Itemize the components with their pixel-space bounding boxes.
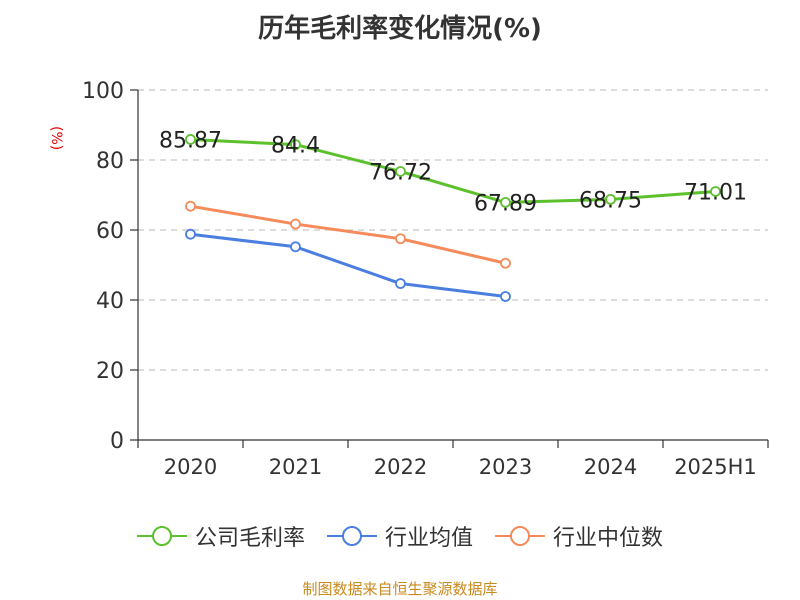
x-tick-label: 2021 xyxy=(269,455,322,479)
legend-item-industry-avg[interactable]: 行业均值 xyxy=(326,520,473,552)
legend-label-industry-median: 行业中位数 xyxy=(553,526,664,551)
data-point-industry-avg xyxy=(395,278,406,289)
data-point-company xyxy=(185,134,196,145)
legend-marker-company-icon xyxy=(136,525,187,547)
data-point-industry-median xyxy=(395,233,406,245)
data-point-industry-median xyxy=(500,257,511,269)
series-line-industry-avg xyxy=(190,232,506,298)
data-point-industry-avg xyxy=(500,291,511,302)
legend-item-company[interactable]: 公司毛利率 xyxy=(136,520,305,552)
x-tick-label: 2025H1 xyxy=(674,455,757,479)
data-point-company xyxy=(290,139,301,151)
x-tick-label: 2020 xyxy=(164,455,217,479)
data-point-industry-median xyxy=(185,200,196,212)
data-label-company: 85.87 xyxy=(159,128,222,153)
legend-marker-industry-median-icon xyxy=(495,525,545,547)
data-label-company: 71.01 xyxy=(684,180,747,205)
legend-item-industry-median[interactable]: 行业中位数 xyxy=(495,520,663,552)
data-point-company xyxy=(500,196,511,208)
x-tick-label: 2022 xyxy=(374,455,427,479)
legend-marker-industry-avg-icon xyxy=(326,525,377,547)
legend-label-company: 公司毛利率 xyxy=(194,526,305,551)
legend-label-industry-avg: 行业均值 xyxy=(384,526,473,551)
y-tick-label: 80 xyxy=(96,149,124,174)
data-point-industry-avg xyxy=(290,241,301,253)
data-label-company: 76.72 xyxy=(369,160,432,185)
data-point-company xyxy=(395,166,406,177)
y-tick-label: 60 xyxy=(96,219,124,244)
data-label-company: 84.4 xyxy=(271,134,320,159)
data-label-company: 68.75 xyxy=(579,188,642,213)
data-source-footer: 制图数据来自恒生聚源数据库 xyxy=(302,580,498,598)
x-tick-label: 2024 xyxy=(584,455,637,479)
x-tick-label: 2023 xyxy=(479,455,532,479)
y-tick-label: 100 xyxy=(82,79,124,104)
chart-legend: 公司毛利率 行业均值 行业中位数 xyxy=(0,520,800,552)
data-point-industry-median xyxy=(290,218,301,230)
series-line-company xyxy=(190,137,716,204)
y-tick-label: 0 xyxy=(110,429,124,454)
y-tick-label: 40 xyxy=(96,289,124,314)
data-point-company xyxy=(605,193,616,205)
data-point-industry-avg xyxy=(185,228,196,240)
series-line-industry-median xyxy=(190,204,506,265)
chart-title: 历年毛利率变化情况(%) xyxy=(258,14,542,44)
data-label-company: 67.89 xyxy=(474,191,537,216)
y-tick-label: 20 xyxy=(96,359,124,384)
data-point-company xyxy=(710,186,721,197)
